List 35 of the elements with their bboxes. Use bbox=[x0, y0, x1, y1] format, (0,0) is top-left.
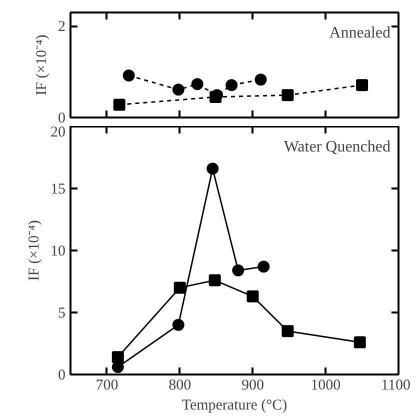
x-tick-label: 900 bbox=[241, 378, 264, 394]
y-tick-label: 0 bbox=[58, 110, 66, 126]
x-tick-label: 700 bbox=[96, 378, 118, 394]
point bbox=[206, 162, 219, 175]
point bbox=[356, 79, 368, 92]
point bbox=[113, 98, 126, 111]
x-tick-label: 1000 bbox=[310, 378, 341, 394]
point bbox=[282, 325, 294, 338]
point bbox=[191, 78, 204, 90]
y-tick-label: 10 bbox=[50, 244, 66, 260]
point bbox=[254, 74, 267, 86]
y-axis-title: IF (×10⁻⁴) bbox=[34, 34, 50, 96]
point bbox=[246, 290, 259, 302]
y-tick-label: 0 bbox=[58, 368, 66, 384]
annotation: Water Quenched bbox=[284, 138, 390, 156]
y-tick-label: 15 bbox=[50, 182, 66, 198]
point bbox=[174, 282, 186, 294]
point bbox=[172, 84, 184, 96]
x-tick-label: 1100 bbox=[381, 378, 411, 394]
point bbox=[232, 264, 244, 276]
point bbox=[354, 336, 366, 348]
point bbox=[258, 260, 270, 273]
y-tick-label: 2 bbox=[58, 19, 66, 36]
y-tick-label: 5 bbox=[58, 306, 66, 322]
y-tick-label: 20 bbox=[50, 124, 66, 140]
annotation: Annealed bbox=[329, 24, 391, 42]
point bbox=[226, 79, 238, 92]
x-axis-title: Temperature (°C) bbox=[182, 398, 288, 414]
point bbox=[208, 274, 221, 286]
point bbox=[112, 351, 124, 364]
point bbox=[282, 89, 294, 102]
point bbox=[122, 70, 135, 82]
y-axis-title: IF (×10⁻⁴) bbox=[26, 220, 42, 281]
x-tick-label: 800 bbox=[168, 378, 192, 394]
point bbox=[172, 318, 184, 331]
